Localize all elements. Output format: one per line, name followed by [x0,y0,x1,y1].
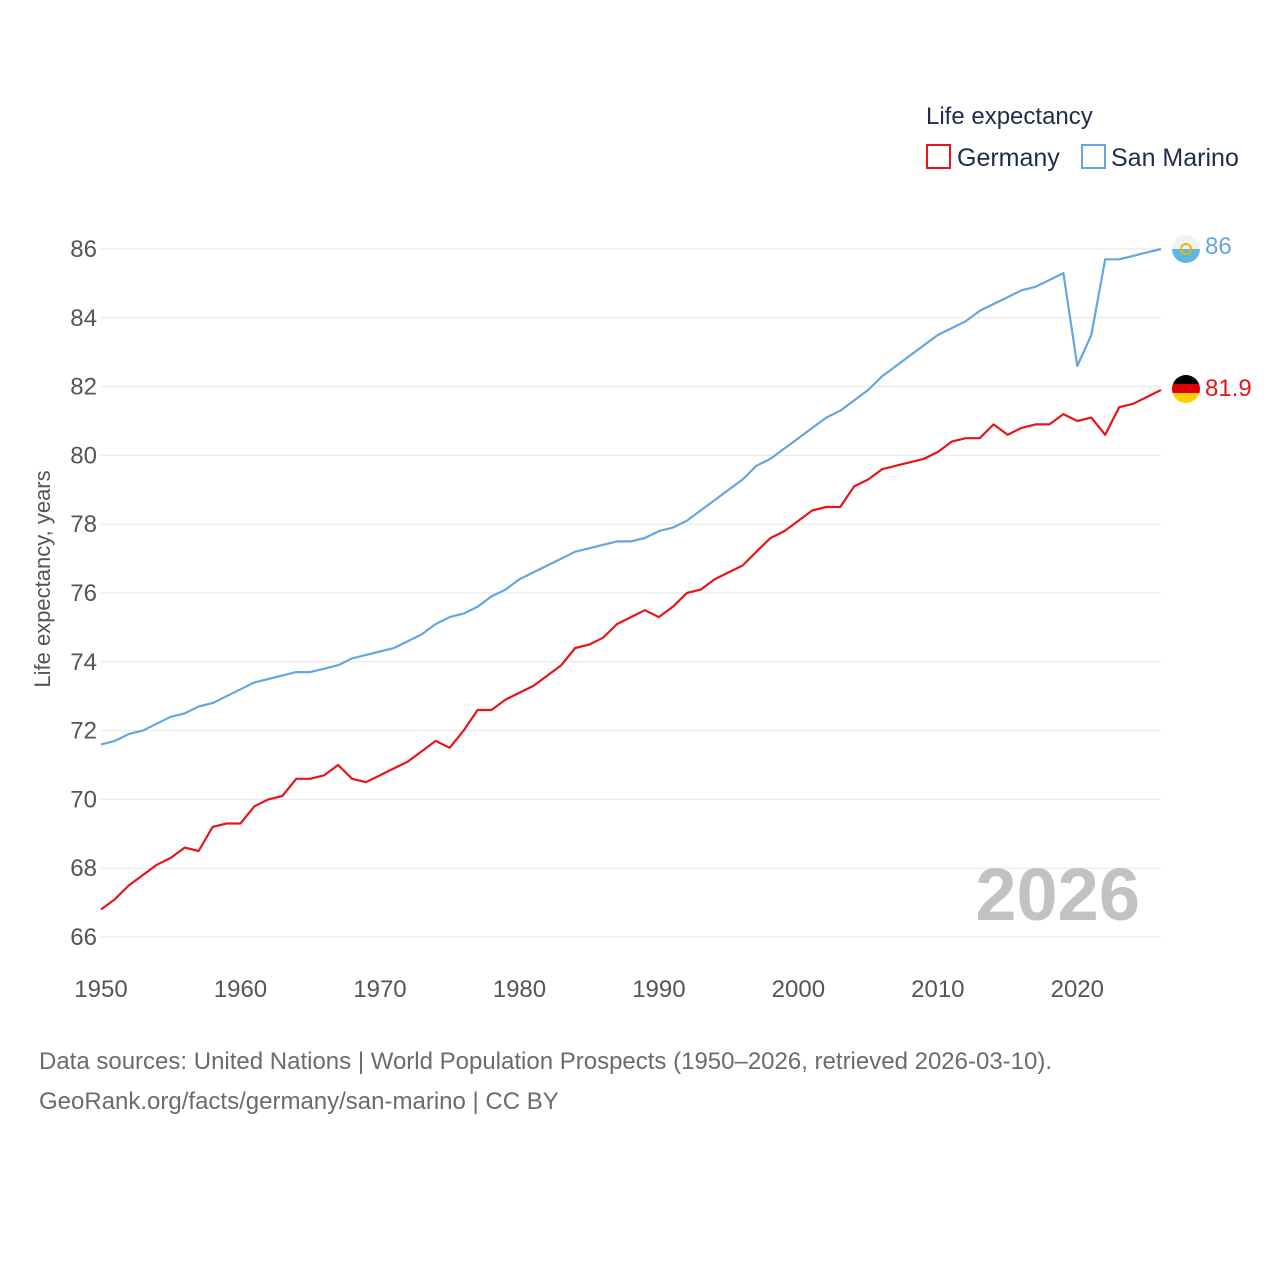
year-watermark: 2026 [975,853,1140,936]
germany-flag-marker [1172,375,1200,403]
line-chart: Life expectancy Germany San Marino 66 68 7… [30,103,1252,1003]
y-tick-label: 82 [70,374,97,401]
y-tick-label: 66 [70,924,97,951]
y-tick-label: 68 [70,855,97,882]
x-tick-label: 1990 [632,976,685,1003]
source-note: Data sources: United Nations | World Pop… [39,1042,1052,1122]
y-tick-label: 78 [70,511,97,538]
legend-label-germany: Germany [957,144,1060,172]
source-line-2: GeoRank.org/facts/germany/san-marino | C… [39,1088,559,1115]
y-tick-label: 76 [70,580,97,607]
series-line-san-marino [100,247,1162,746]
x-tick-label: 1970 [353,976,406,1003]
san-marino-flag-marker [1172,235,1200,263]
y-tick-label: 84 [70,305,97,332]
source-line-1: Data sources: United Nations | World Pop… [39,1048,1053,1075]
x-tick-label: 1980 [493,976,546,1003]
series-line-germany [100,389,1162,911]
y-axis-label: Life expectancy, years [30,470,55,687]
y-tick-label: 74 [70,649,97,676]
legend-item-germany[interactable]: Germany [926,144,1060,172]
legend-title: Life expectancy [926,103,1093,130]
x-tick-label: 2020 [1051,976,1104,1003]
y-axis-ticks: 66 68 70 72 74 76 78 80 82 84 86 [70,236,97,951]
x-tick-label: 2010 [911,976,964,1003]
y-tick-label: 72 [70,718,97,745]
y-tick-label: 80 [70,442,97,469]
y-tick-label: 70 [70,786,97,813]
x-tick-label: 2000 [772,976,825,1003]
legend-swatch-san-marino [1081,144,1106,169]
legend-item-san-marino[interactable]: San Marino [1081,144,1239,172]
gridlines [101,248,1161,938]
y-tick-label: 86 [70,236,97,263]
end-value-san-marino: 86 [1205,233,1232,260]
x-tick-label: 1960 [214,976,267,1003]
series-lines [100,247,1162,911]
end-value-germany: 81.9 [1205,375,1252,402]
x-tick-label: 1950 [74,976,127,1003]
legend-swatch-germany [926,144,951,169]
x-axis-ticks: 1950 1960 1970 1980 1990 2000 2010 2020 [74,976,1104,1003]
legend-label-san-marino: San Marino [1111,144,1239,172]
